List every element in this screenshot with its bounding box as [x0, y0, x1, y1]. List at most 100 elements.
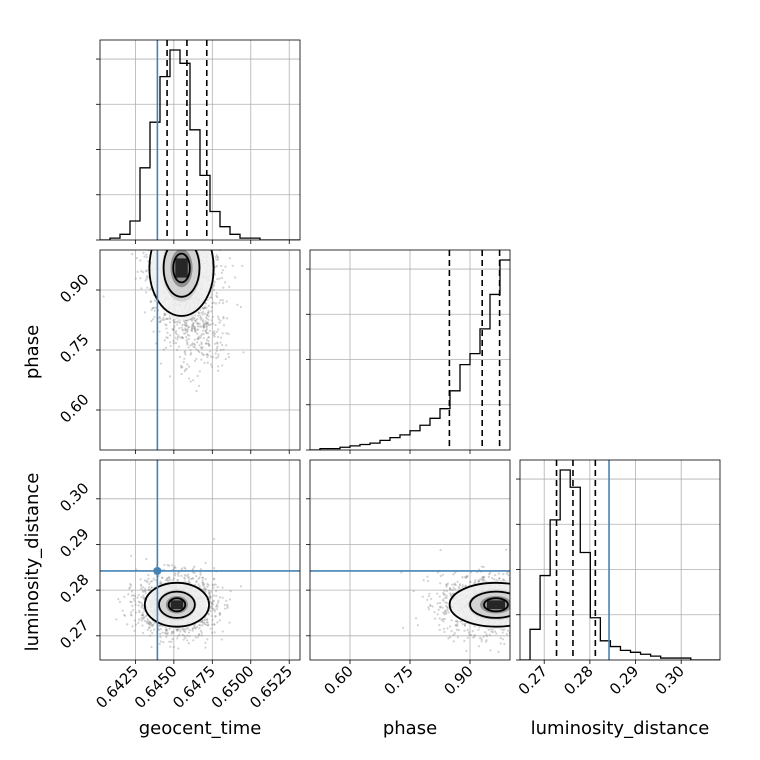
sample-point [211, 322, 215, 325]
sample-point [150, 319, 153, 323]
sample-point [158, 317, 161, 320]
sample-point [166, 317, 169, 321]
sample-point [202, 326, 205, 329]
sample-point [121, 609, 124, 612]
sample-point [205, 306, 208, 309]
sample-point [184, 327, 187, 330]
sample-point [176, 572, 179, 575]
sample-point [501, 631, 504, 634]
sample-point [217, 369, 220, 372]
sample-point [142, 251, 145, 254]
sample-point [474, 580, 477, 584]
sample-point [210, 365, 214, 368]
sample-point [157, 628, 161, 631]
sample-point [182, 360, 185, 364]
sample-point [442, 627, 445, 631]
sample-point [144, 589, 147, 593]
sample-point [147, 621, 150, 624]
sample-point [443, 593, 446, 596]
sample-point [207, 344, 211, 348]
sample-point [177, 647, 180, 650]
sample-point [216, 255, 219, 258]
sample-point [168, 578, 172, 581]
sample-point [127, 593, 130, 596]
sample-point [207, 335, 211, 339]
sample-point [209, 609, 212, 613]
sample-point [493, 630, 497, 633]
sample-point [213, 281, 216, 284]
sample-point [102, 295, 105, 298]
sample-point [482, 578, 485, 581]
sample-point [438, 606, 442, 609]
density-peak [175, 258, 188, 278]
sample-point [200, 631, 203, 634]
sample-point [452, 633, 455, 636]
sample-point [144, 589, 147, 592]
sample-point [213, 610, 216, 613]
sample-point [204, 587, 207, 590]
sample-point [445, 594, 448, 597]
sample-point [172, 342, 175, 345]
sample-point [481, 576, 484, 579]
sample-point [205, 313, 209, 317]
sample-point [194, 319, 197, 322]
sample-point [202, 581, 205, 584]
sample-point [186, 329, 189, 332]
sample-point [445, 583, 448, 587]
sample-point [169, 317, 172, 321]
sample-point [166, 331, 169, 334]
sample-point [149, 300, 153, 303]
sample-point [204, 329, 207, 332]
sample-point [215, 349, 218, 352]
sample-point [219, 341, 222, 344]
sample-point [225, 300, 228, 303]
sample-point [138, 609, 141, 612]
sample-point [140, 602, 143, 605]
sample-point [441, 573, 444, 576]
sample-point [447, 611, 450, 614]
sample-point [494, 574, 497, 577]
sample-point [427, 606, 430, 609]
sample-point [200, 621, 204, 624]
sample-point [491, 630, 494, 634]
sample-point [438, 595, 441, 598]
sample-point [197, 328, 200, 331]
sample-point [180, 326, 183, 329]
sample-point [208, 595, 211, 598]
sample-point [193, 565, 196, 568]
sample-point [191, 629, 194, 632]
sample-point [443, 613, 446, 616]
sample-point [142, 590, 145, 593]
sample-point [205, 331, 208, 335]
sample-point [131, 253, 134, 256]
sample-point [471, 630, 474, 633]
sample-point [444, 601, 447, 604]
sample-point [501, 628, 504, 632]
sample-point [445, 596, 448, 599]
sample-point [225, 599, 228, 602]
sample-point [174, 572, 177, 575]
sample-point [141, 604, 144, 607]
xlabel-luminosity-distance: luminosity_distance [531, 718, 710, 739]
ylabel-phase: phase [22, 325, 43, 379]
sample-point [200, 351, 204, 355]
sample-point [217, 355, 220, 358]
sample-point [400, 571, 403, 574]
sample-point [202, 333, 205, 336]
sample-point [146, 269, 149, 272]
sample-point [197, 349, 200, 353]
sample-point [205, 353, 209, 356]
sample-point [166, 632, 169, 636]
sample-point [197, 634, 201, 637]
sample-point [207, 353, 210, 357]
sample-point [160, 581, 163, 585]
sample-point [134, 277, 137, 280]
sample-point [426, 575, 429, 578]
sample-point [168, 341, 172, 344]
panel-frame [99, 459, 301, 661]
sample-point [130, 614, 133, 617]
sample-point [498, 577, 501, 580]
sample-point [224, 265, 227, 268]
sample-point [184, 328, 187, 331]
